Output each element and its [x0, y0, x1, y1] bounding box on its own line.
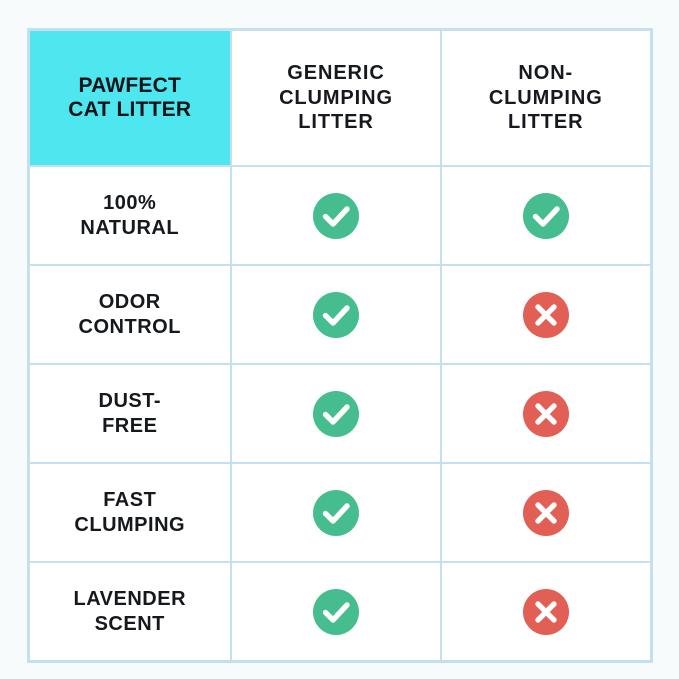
non-clumping-value-cell	[440, 165, 652, 266]
generic-clumping-value-cell	[230, 264, 442, 365]
table-row: DUST- FREE	[27, 363, 652, 464]
check-circle-icon	[312, 291, 360, 339]
table-row: 100% NATURAL	[27, 165, 652, 266]
feature-label: DUST- FREE	[98, 390, 161, 437]
check-circle-icon	[522, 192, 570, 240]
feature-label-cell: LAVENDER SCENT	[27, 561, 232, 663]
non-clumping-value-cell	[440, 363, 652, 464]
feature-label-cell: 100% NATURAL	[27, 165, 232, 266]
table-row: ODOR CONTROL	[27, 264, 652, 365]
column-header-non-clumping-litter: NON- CLUMPING LITTER	[440, 28, 652, 167]
feature-label-cell: DUST- FREE	[27, 363, 232, 464]
generic-clumping-value-cell	[230, 363, 442, 464]
column-header-generic-clumping-litter: GENERIC CLUMPING LITTER	[230, 28, 442, 167]
check-circle-icon	[312, 390, 360, 438]
cross-circle-icon	[522, 390, 570, 438]
feature-label: ODOR CONTROL	[78, 291, 181, 338]
column-header-label: GENERIC CLUMPING LITTER	[279, 62, 393, 134]
non-clumping-value-cell	[440, 264, 652, 365]
table-body: 100% NATURAL	[27, 165, 652, 663]
generic-clumping-value-cell	[230, 165, 442, 266]
generic-clumping-value-cell	[230, 561, 442, 663]
cross-circle-icon	[522, 588, 570, 636]
feature-label: 100% NATURAL	[80, 192, 180, 239]
column-header-pawfect-cat-litter: PAWFECT CAT LITTER	[27, 28, 232, 167]
feature-comparison-table: PAWFECT CAT LITTER GENERIC CLUMPING LITT…	[26, 28, 653, 663]
non-clumping-value-cell	[440, 462, 652, 563]
cross-circle-icon	[522, 489, 570, 537]
table-row: FAST CLUMPING	[27, 462, 652, 563]
check-circle-icon	[312, 489, 360, 537]
column-header-label: NON- CLUMPING LITTER	[488, 62, 603, 134]
table-row: LAVENDER SCENT	[27, 561, 652, 663]
non-clumping-value-cell	[440, 561, 652, 663]
feature-label-cell: ODOR CONTROL	[27, 264, 232, 365]
column-header-label: PAWFECT CAT LITTER	[68, 73, 192, 121]
feature-label: LAVENDER SCENT	[73, 588, 187, 635]
feature-label: FAST CLUMPING	[74, 489, 186, 536]
table-header-row: PAWFECT CAT LITTER GENERIC CLUMPING LITT…	[27, 28, 652, 167]
check-circle-icon	[312, 192, 360, 240]
feature-label-cell: FAST CLUMPING	[27, 462, 232, 563]
generic-clumping-value-cell	[230, 462, 442, 563]
cross-circle-icon	[522, 291, 570, 339]
check-circle-icon	[312, 588, 360, 636]
